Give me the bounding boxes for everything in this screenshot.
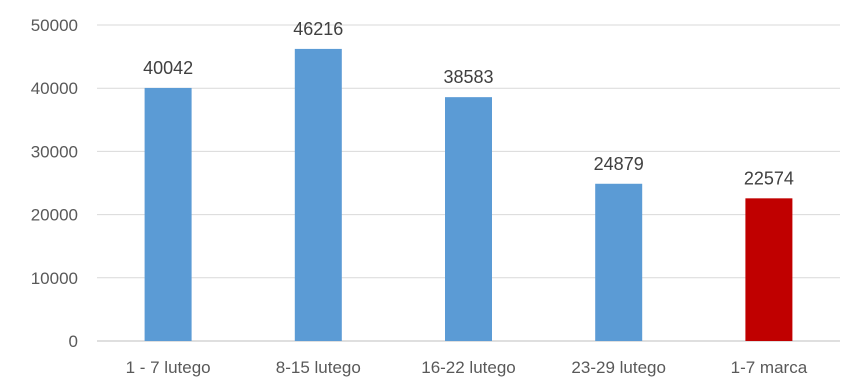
bar-3 (445, 97, 492, 341)
x-tick-label: 1 - 7 lutego (126, 358, 211, 377)
y-tick-label: 20000 (31, 206, 78, 225)
data-label: 38583 (443, 67, 493, 87)
y-tick-label: 30000 (31, 142, 78, 161)
y-tick-label: 40000 (31, 79, 78, 98)
y-tick-label: 50000 (31, 16, 78, 35)
x-tick-label: 16-22 lutego (421, 358, 516, 377)
data-label: 24879 (594, 154, 644, 174)
bar-2 (294, 48, 342, 341)
bar-1 (144, 87, 192, 341)
y-axis-ticks: 0 10000 20000 30000 40000 50000 (31, 16, 78, 351)
bar-5 (745, 198, 793, 341)
x-tick-label: 1-7 marca (731, 358, 808, 377)
y-tick-label: 10000 (31, 269, 78, 288)
x-axis-ticks: 1 - 7 lutego 8-15 lutego 16-22 lutego 23-29… (126, 358, 808, 377)
data-label: 22574 (744, 168, 794, 188)
x-tick-label: 23-29 lutego (571, 358, 666, 377)
y-tick-label: 0 (69, 332, 78, 351)
data-labels: 40042 46216 38583 24879 22574 (143, 19, 794, 188)
bars (144, 48, 793, 341)
data-label: 46216 (293, 19, 343, 39)
x-tick-label: 8-15 lutego (276, 358, 361, 377)
bar-4 (595, 183, 643, 341)
data-label: 40042 (143, 58, 193, 78)
